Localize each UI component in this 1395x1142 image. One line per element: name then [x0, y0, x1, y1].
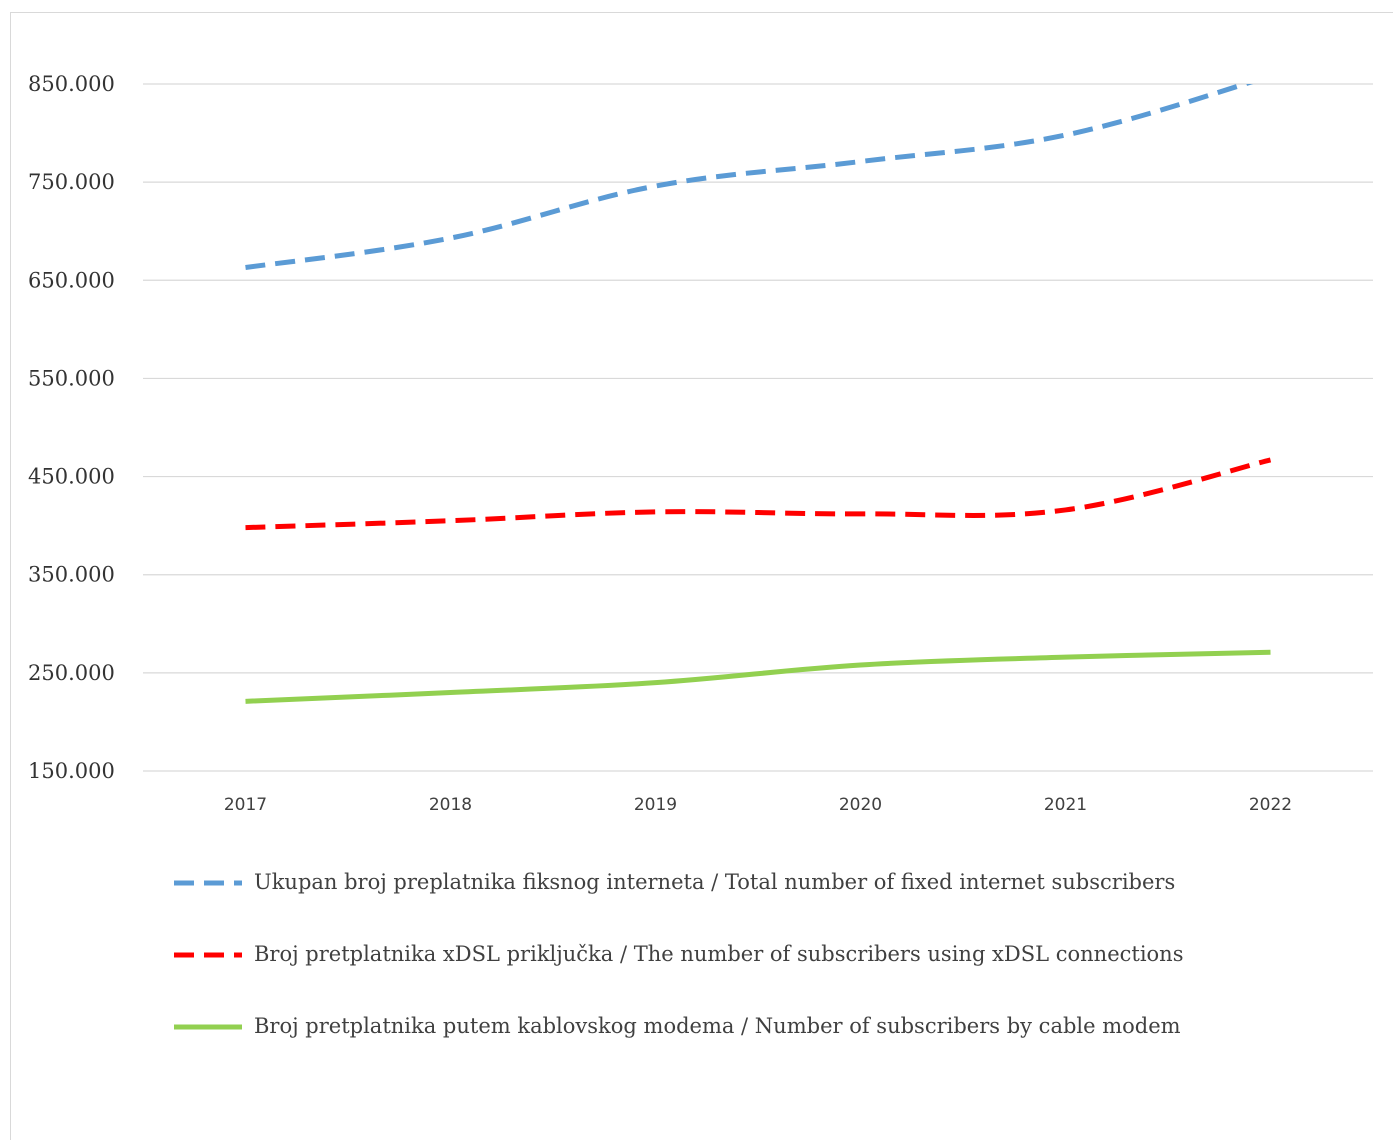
series-line-xdsl — [245, 457, 1272, 531]
x-tick-label: 2020 — [839, 795, 882, 815]
y-tick-label: 250.000 — [28, 661, 115, 685]
legend-label-total: Ukupan broj preplatnika fiksnog internet… — [254, 870, 1176, 894]
legend-item-total: Ukupan broj preplatnika fiksnog internet… — [172, 866, 1292, 898]
legend-swatch-xdsl — [174, 952, 242, 958]
y-tick-label: 450.000 — [28, 465, 115, 489]
series-lines — [245, 84, 1272, 704]
y-tick-label: 550.000 — [28, 366, 115, 390]
chart-frame — [10, 12, 1393, 1140]
x-tick-label: 2022 — [1249, 795, 1292, 815]
x-tick-label: 2021 — [1044, 795, 1087, 815]
y-tick-label: 150.000 — [28, 759, 115, 783]
x-tick-label: 2018 — [429, 795, 472, 815]
y-tick-label: 750.000 — [28, 170, 115, 194]
x-tick-label: 2017 — [224, 795, 267, 815]
legend-swatch-total — [174, 880, 242, 886]
legend-item-cable: Broj pretplatnika putem kablovskog modem… — [172, 1010, 1292, 1042]
y-tick-label: 850.000 — [28, 72, 115, 96]
x-axis-ticks: 2017 2018 2019 2020 2021 2022 — [224, 795, 1292, 815]
x-tick-label: 2019 — [634, 795, 677, 815]
y-tick-label: 350.000 — [28, 563, 115, 587]
series-line-total — [245, 84, 1254, 271]
line-chart: 150.000 250.000 350.000 450.000 550.000 650.0… — [28, 72, 1373, 815]
legend-item-xdsl: Broj pretplatnika xDSL priključka / The … — [172, 938, 1292, 970]
y-tick-label: 650.000 — [28, 268, 115, 292]
legend-swatch-cable — [174, 1024, 242, 1030]
legend-label-xdsl: Broj pretplatnika xDSL priključka / The … — [254, 942, 1184, 966]
legend-label-cable: Broj pretplatnika putem kablovskog modem… — [254, 1014, 1181, 1038]
gridlines — [143, 83, 1373, 772]
series-line-cable — [245, 649, 1271, 704]
y-axis-ticks: 150.000 250.000 350.000 450.000 550.000 650.0… — [28, 72, 115, 783]
